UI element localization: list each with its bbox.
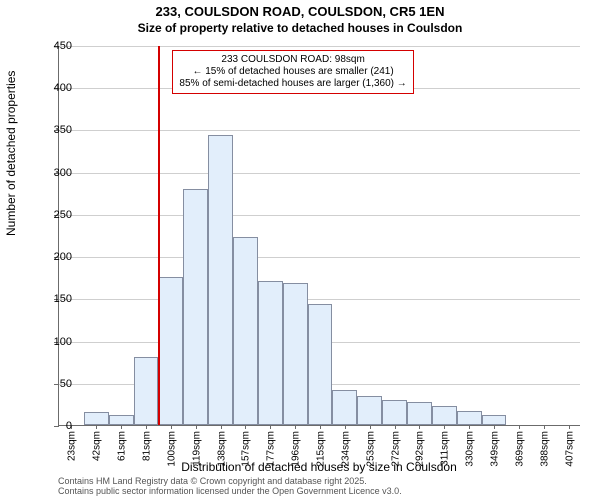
histogram-bar bbox=[233, 237, 258, 425]
histogram-bar bbox=[357, 396, 382, 425]
histogram-bar bbox=[109, 415, 134, 425]
y-tick-label: 250 bbox=[32, 209, 72, 221]
chart-container: 233, COULSDON ROAD, COULSDON, CR5 1EN Si… bbox=[0, 0, 600, 500]
gridline bbox=[59, 173, 580, 174]
gridline bbox=[59, 46, 580, 47]
histogram-bar bbox=[432, 406, 457, 425]
y-tick-label: 400 bbox=[32, 82, 72, 94]
x-tick-label: 81sqm bbox=[140, 431, 153, 461]
annotation-line: 85% of semi-detached houses are larger (… bbox=[179, 78, 406, 90]
y-tick-label: 450 bbox=[32, 40, 72, 52]
histogram-bar bbox=[457, 411, 482, 425]
histogram-bar bbox=[332, 390, 357, 425]
y-tick-label: 300 bbox=[32, 167, 72, 179]
y-axis-label: Number of detached properties bbox=[4, 71, 18, 236]
footer-attribution: Contains HM Land Registry data © Crown c… bbox=[58, 476, 580, 497]
histogram-bar bbox=[407, 402, 432, 425]
reference-line bbox=[158, 46, 160, 425]
chart-title: 233, COULSDON ROAD, COULSDON, CR5 1EN bbox=[0, 4, 600, 19]
chart-subtitle: Size of property relative to detached ho… bbox=[0, 21, 600, 35]
y-tick-label: 100 bbox=[32, 336, 72, 348]
x-tick-label: 42sqm bbox=[90, 431, 103, 461]
histogram-bar bbox=[258, 281, 283, 425]
footer-line1: Contains HM Land Registry data © Crown c… bbox=[58, 476, 580, 486]
histogram-bar bbox=[84, 412, 109, 425]
y-tick-label: 350 bbox=[32, 124, 72, 136]
gridline bbox=[59, 299, 580, 300]
annotation-line: 233 COULSDON ROAD: 98sqm bbox=[179, 54, 406, 66]
histogram-bar bbox=[382, 400, 407, 425]
histogram-bar bbox=[283, 283, 308, 425]
gridline bbox=[59, 130, 580, 131]
histogram-bar bbox=[308, 304, 333, 425]
histogram-bar bbox=[208, 135, 233, 425]
histogram-bar bbox=[183, 189, 208, 425]
plot-area: 23sqm42sqm61sqm81sqm100sqm119sqm138sqm15… bbox=[58, 46, 580, 426]
y-tick-label: 150 bbox=[32, 293, 72, 305]
x-axis-label: Distribution of detached houses by size … bbox=[58, 460, 580, 474]
annotation-line: ← 15% of detached houses are smaller (24… bbox=[179, 66, 406, 78]
x-tick-label: 61sqm bbox=[115, 431, 128, 461]
footer-line2: Contains public sector information licen… bbox=[58, 486, 580, 496]
histogram-bar bbox=[158, 277, 183, 425]
gridline bbox=[59, 215, 580, 216]
y-tick-label: 50 bbox=[32, 378, 72, 390]
histogram-bar bbox=[134, 357, 159, 425]
x-tick-label: 23sqm bbox=[65, 431, 78, 461]
gridline bbox=[59, 257, 580, 258]
y-tick-label: 0 bbox=[32, 420, 72, 432]
y-tick-label: 200 bbox=[32, 251, 72, 263]
annotation-box: 233 COULSDON ROAD: 98sqm← 15% of detache… bbox=[172, 50, 413, 94]
histogram-bar bbox=[482, 415, 507, 425]
